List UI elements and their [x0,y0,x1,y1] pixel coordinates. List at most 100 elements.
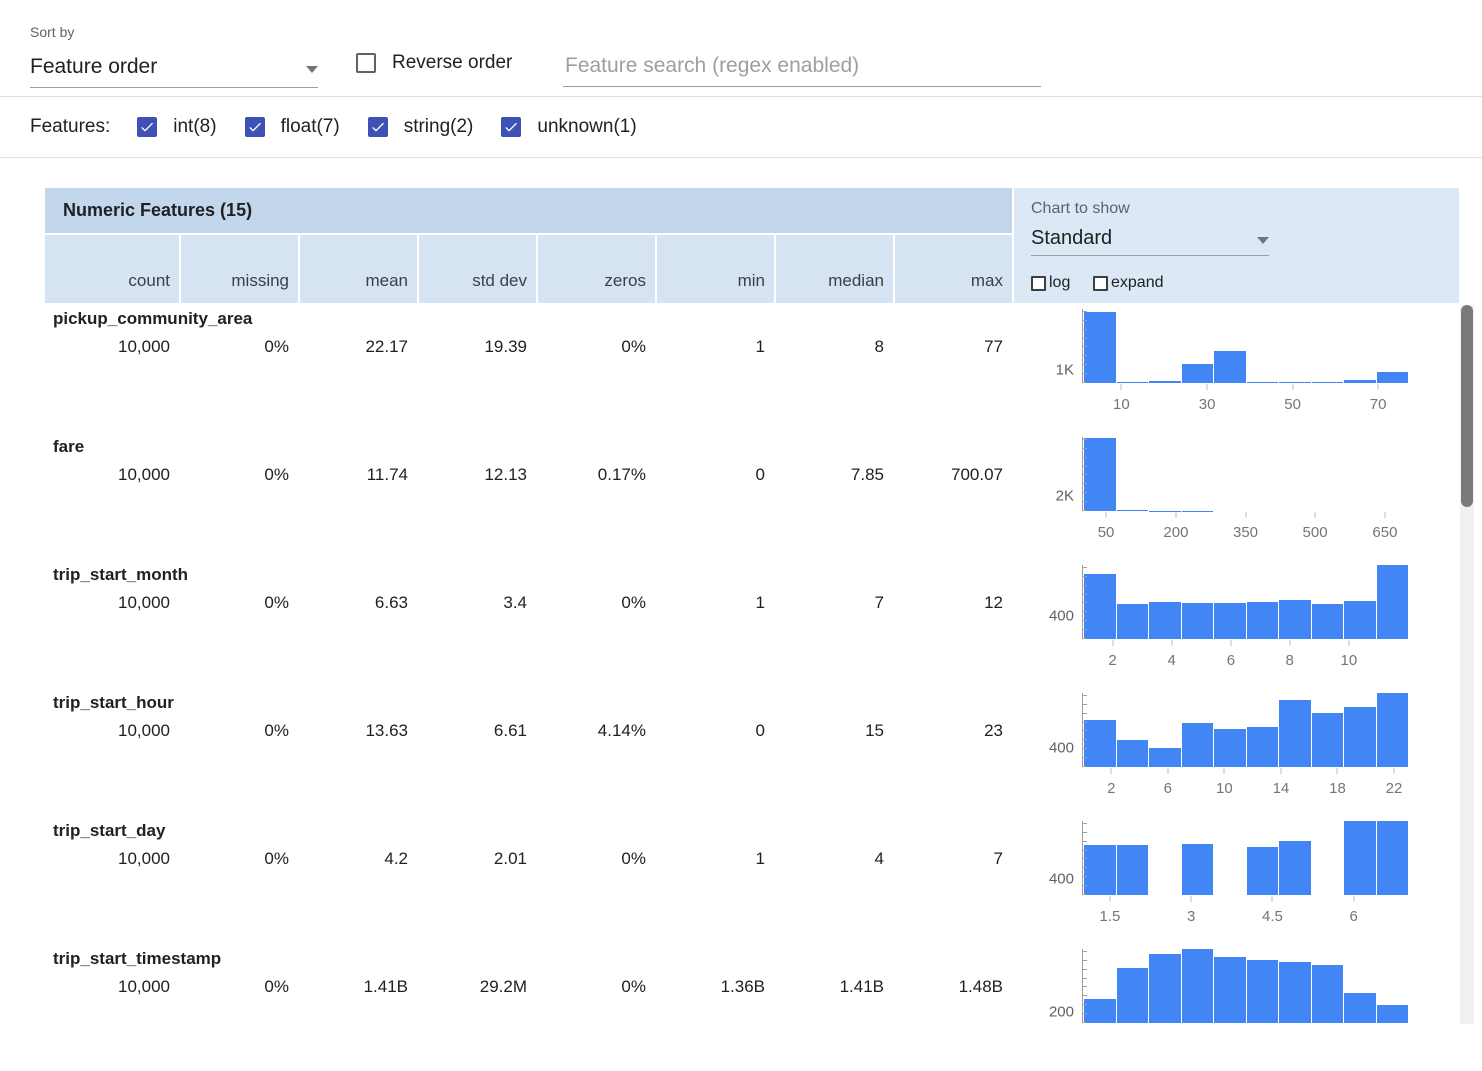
feature-order-select[interactable]: Feature order [30,46,318,88]
int-checkbox[interactable] [137,117,157,137]
scrollbar-thumb[interactable] [1461,305,1473,507]
stat-value: 1 [655,337,774,357]
feature-type-unknown: unknown(1) [501,116,636,138]
histogram-bar [1312,965,1344,1023]
stat-value: 7.85 [774,465,893,485]
x-tick-label: 2 [1108,652,1116,669]
histogram-bar [1344,993,1376,1023]
x-tick-mark [1315,512,1316,518]
stat-value: 1.41B [774,977,893,997]
histogram-bar [1247,847,1279,895]
histogram-bar [1247,602,1279,639]
x-tick-mark [1337,768,1338,774]
checkmark-icon [247,119,263,135]
y-axis [1083,309,1088,383]
y-axis-label: 2K [1056,488,1074,505]
reverse-order-checkbox[interactable] [356,53,376,73]
stat-value: 22.17 [298,337,417,357]
stat-value: 13.63 [298,721,417,741]
y-axis-label: 400 [1049,608,1074,625]
table-row: trip_start_timestamp 10,000 0% 1.41B 29.… [45,943,1459,1071]
x-tick-mark [1353,896,1354,902]
unknown-checkbox[interactable] [501,117,521,137]
x-tick-mark [1106,512,1107,518]
x-tick-label: 70 [1370,396,1387,413]
stat-value: 8 [774,337,893,357]
stat-value: 19.39 [417,337,536,357]
int-label: int(8) [173,116,216,138]
x-tick-label: 50 [1098,524,1115,541]
x-tick-label: 18 [1329,780,1346,797]
stat-value: 700.07 [893,465,1012,485]
stat-value: 2.01 [417,849,536,869]
x-tick-mark [1292,384,1293,390]
reverse-order-control: Reverse order [356,52,512,74]
sort-toolbar: Sort by Feature order Reverse order [0,0,1482,97]
x-tick-mark [1272,896,1273,902]
sort-by-label: Sort by [30,24,74,40]
y-axis-label-area: 200 [1012,949,1082,1023]
stat-value: 4.14% [536,721,655,741]
stat-value: 10,000 [45,337,179,357]
x-tick-mark [1384,512,1385,518]
y-axis-label: 400 [1049,871,1074,888]
histogram-bar [1344,707,1376,767]
stat-value: 1 [655,849,774,869]
table-row: pickup_community_area 10,000 0% 22.17 19… [45,303,1459,431]
stat-value: 12 [893,593,1012,613]
y-axis-label: 200 [1049,1004,1074,1021]
vertical-scrollbar[interactable] [1460,305,1474,1024]
histogram-bar [1117,740,1149,767]
histogram-bar [1312,604,1344,639]
expand-label: expand [1111,274,1164,292]
histogram-bar [1214,351,1246,383]
feature-name: fare [53,437,84,457]
stat-value: 15 [774,721,893,741]
histogram-bars [1084,693,1408,767]
checkmark-icon [503,119,519,135]
y-axis-label-area: 400 [1012,565,1082,639]
stat-value: 10,000 [45,465,179,485]
histogram-bar [1182,844,1214,895]
x-tick-mark [1348,640,1349,646]
string-checkbox[interactable] [368,117,388,137]
histogram-bar [1182,949,1214,1023]
histogram-bar [1344,821,1376,895]
histogram-bar [1279,600,1311,639]
histogram-bars [1084,437,1408,511]
x-tick-mark [1245,512,1246,518]
float-checkbox[interactable] [245,117,265,137]
histogram-bar [1182,364,1214,383]
log-checkbox[interactable] [1031,276,1046,291]
histogram-bar [1214,729,1246,767]
feature-search-input[interactable] [563,48,1041,87]
y-axis [1083,565,1088,639]
histogram-bar [1247,727,1279,767]
expand-control: expand [1093,274,1164,292]
x-tick-label: 6 [1164,780,1172,797]
column-header-min: min [655,235,774,303]
x-tick-label: 3 [1187,908,1195,925]
chart-type-select[interactable]: Standard [1031,222,1269,256]
feature-stats: 10,000 0% 4.2 2.01 0% 1 4 7 [45,849,1012,869]
histogram-bar [1279,841,1311,895]
histogram-bar [1084,312,1116,383]
histogram-plot [1082,949,1408,1023]
expand-checkbox[interactable] [1093,276,1108,291]
chart-type-value: Standard [1031,227,1112,250]
feature-stats: 10,000 0% 22.17 19.39 0% 1 8 77 [45,337,1012,357]
feature-stats: 10,000 0% 11.74 12.13 0.17% 0 7.85 700.0… [45,465,1012,485]
x-tick-label: 8 [1286,652,1294,669]
stat-value: 0% [536,849,655,869]
feature-name: trip_start_hour [53,693,174,713]
stat-value: 29.2M [417,977,536,997]
stat-value: 0.17% [536,465,655,485]
stat-value: 7 [893,849,1012,869]
float-label: float(7) [281,116,340,138]
stat-value: 10,000 [45,593,179,613]
x-tick-label: 350 [1233,524,1258,541]
